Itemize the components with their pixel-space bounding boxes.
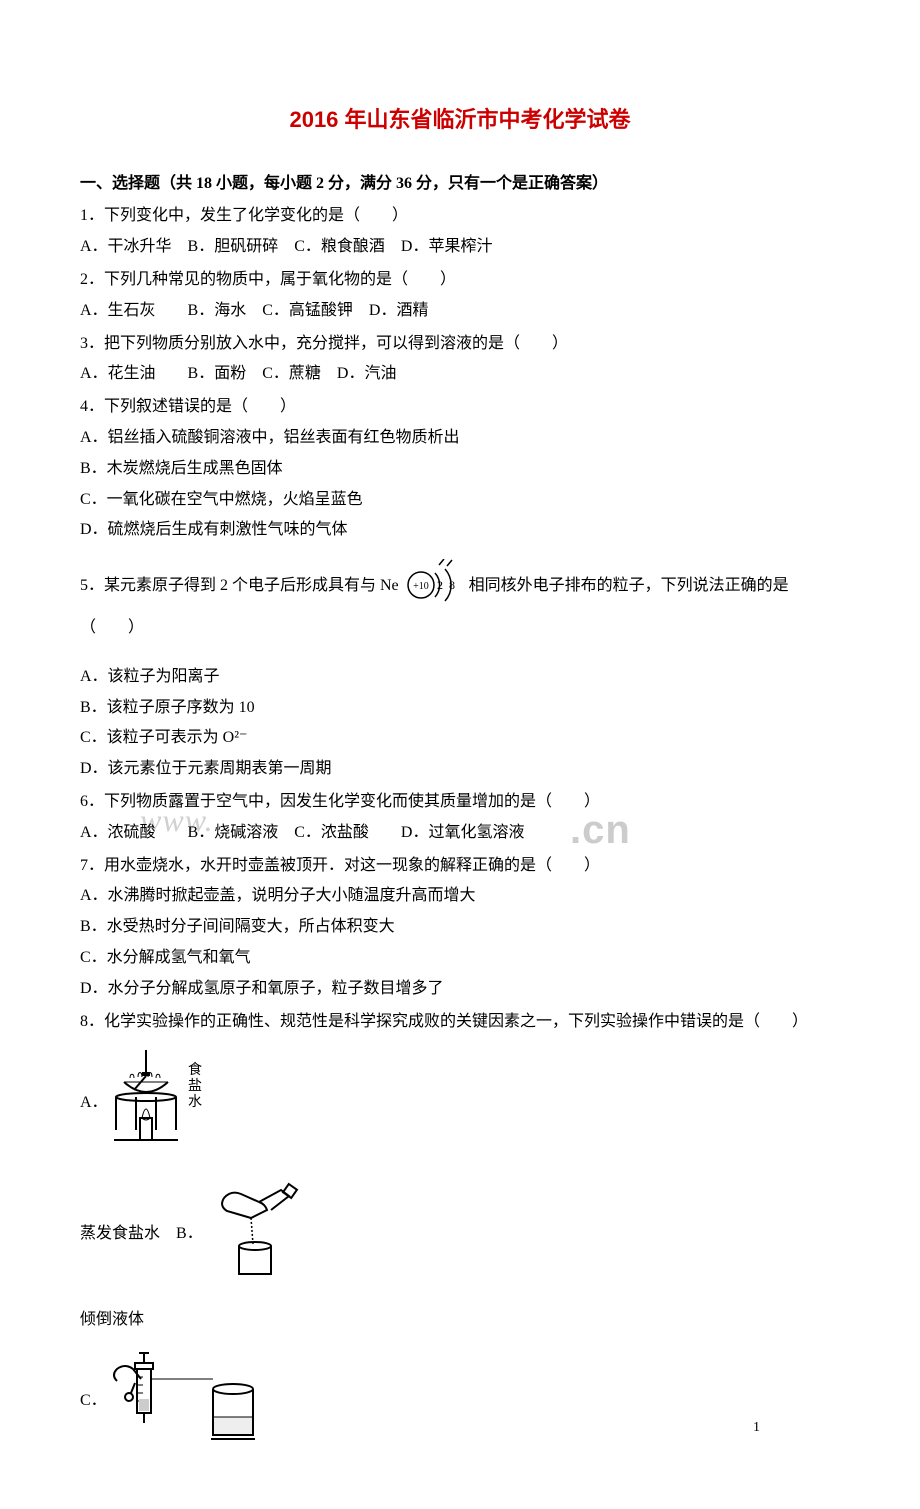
q8-option-A: A． bbox=[80, 1044, 840, 1162]
q7-optB: B．水受热时分子间间隔变大，所占体积变大 bbox=[80, 913, 840, 942]
q4-optA: A．铝丝插入硫酸铜溶液中，铝丝表面有红色物质析出 bbox=[80, 424, 840, 453]
q7-stem: 7．用水壶烧水，水开时壶盖被顶开．对这一现象的解释正确的是（ ） bbox=[80, 852, 840, 881]
question-8: 8．化学实验操作的正确性、规范性是科学探究成败的关键因素之一，下列实验操作中错误… bbox=[80, 1008, 840, 1461]
q5-stem-pre: 5．某元素原子得到 2 个电子后形成具有与 Ne bbox=[80, 577, 399, 594]
pouring-liquid-diagram bbox=[209, 1176, 309, 1292]
q4-optC: C．一氧化碳在空气中燃烧，火焰呈蓝色 bbox=[80, 486, 840, 515]
q7-optA: A．水沸腾时掀起壶盖，说明分子大小随温度升高而增大 bbox=[80, 882, 840, 911]
q6-options: A．浓硫酸 B．烧碱溶液 C．浓盐酸 D．过氧化氢溶液 bbox=[80, 819, 840, 848]
question-5: 5．某元素原子得到 2 个电子后形成具有与 Ne +10 2 8 相同核外电子排… bbox=[80, 559, 840, 784]
title-text: 2016 年山东省临沂市中考化学试卷 bbox=[289, 107, 630, 132]
q6-stem: 6．下列物质露置于空气中，因发生化学变化而使其质量增加的是（ ） bbox=[80, 788, 840, 817]
q5-optA: A．该粒子为阳离子 bbox=[80, 663, 840, 692]
exam-title: 2016 年山东省临沂市中考化学试卷 bbox=[80, 100, 840, 140]
q2-stem: 2．下列几种常见的物质中，属于氧化物的是（ ） bbox=[80, 266, 840, 295]
evap-label-2: 盐 bbox=[188, 1078, 202, 1094]
q5-stem: 5．某元素原子得到 2 个电子后形成具有与 Ne +10 2 8 相同核外电子排… bbox=[80, 559, 840, 643]
question-3: 3．把下列物质分别放入水中，充分搅拌，可以得到溶液的是（ ） A．花生油 B．面… bbox=[80, 330, 840, 390]
evap-svg: 食 盐 水 bbox=[114, 1050, 214, 1145]
syringe-svg bbox=[113, 1349, 263, 1444]
q8-optA-caption: 蒸发食盐水 bbox=[80, 1220, 160, 1249]
q3-stem: 3．把下列物质分别放入水中，充分搅拌，可以得到溶液的是（ ） bbox=[80, 330, 840, 359]
evap-label-3: 水 bbox=[188, 1094, 202, 1110]
neon-shell1: 2 bbox=[437, 578, 443, 592]
q8-optB-label: B． bbox=[176, 1220, 203, 1249]
q1-stem: 1．下列变化中，发生了化学变化的是（ ） bbox=[80, 202, 840, 231]
q3-options: A．花生油 B．面粉 C．蔗糖 D．汽油 bbox=[80, 360, 840, 389]
q1-options: A．干冰升华 B．胆矾研碎 C．粮食酿酒 D．苹果榨汁 bbox=[80, 233, 840, 262]
q4-optB: B．木炭燃烧后生成黑色固体 bbox=[80, 455, 840, 484]
q8-caption-A-row: 蒸发食盐水 B． bbox=[80, 1170, 840, 1298]
neon-center: +10 bbox=[413, 581, 429, 592]
q2-options: A．生石灰 B．海水 C．高锰酸钾 D．酒精 bbox=[80, 297, 840, 326]
q5-optB: B．该粒子原子序数为 10 bbox=[80, 694, 840, 723]
q5-optC: C．该粒子可表示为 O²⁻ bbox=[80, 724, 840, 753]
question-4: 4．下列叙述错误的是（ ） A．铝丝插入硫酸铜溶液中，铝丝表面有红色物质析出 B… bbox=[80, 393, 840, 545]
q7-optC: C．水分解成氢气和氧气 bbox=[80, 944, 840, 973]
q7-optD: D．水分子分解成氢原子和氧原子，粒子数目增多了 bbox=[80, 975, 840, 1004]
section-header: 一、选择题（共 18 小题，每小题 2 分，满分 36 分，只有一个是正确答案） bbox=[80, 170, 840, 199]
q4-stem: 4．下列叙述错误的是（ ） bbox=[80, 393, 840, 422]
q4-optD: D．硫燃烧后生成有刺激性气味的气体 bbox=[80, 516, 840, 545]
q8-optA-label: A． bbox=[80, 1089, 108, 1118]
evap-label-1: 食 bbox=[188, 1061, 202, 1078]
evaporating-dish-diagram: 食 盐 水 bbox=[114, 1050, 214, 1156]
question-6: 6．下列物质露置于空气中，因发生化学变化而使其质量增加的是（ ） A．浓硫酸 B… bbox=[80, 788, 840, 848]
page-number: 1 bbox=[753, 1415, 760, 1440]
neon-shell2: 8 bbox=[449, 578, 455, 592]
question-1: 1．下列变化中，发生了化学变化的是（ ） A．干冰升华 B．胆矾研碎 C．粮食酿… bbox=[80, 202, 840, 262]
neon-svg: +10 2 8 bbox=[405, 559, 463, 603]
q8-option-C: C． bbox=[80, 1343, 840, 1461]
q8-optC-label: C． bbox=[80, 1387, 107, 1416]
question-2: 2．下列几种常见的物质中，属于氧化物的是（ ） A．生石灰 B．海水 C．高锰酸… bbox=[80, 266, 840, 326]
neon-atom-diagram: +10 2 8 bbox=[405, 559, 463, 614]
pour-svg bbox=[209, 1176, 309, 1281]
syringe-beaker-diagram bbox=[113, 1349, 263, 1455]
q5-optD: D．该元素位于元素周期表第一周期 bbox=[80, 755, 840, 784]
q8-stem: 8．化学实验操作的正确性、规范性是科学探究成败的关键因素之一，下列实验操作中错误… bbox=[80, 1008, 840, 1037]
question-7: 7．用水壶烧水，水开时壶盖被顶开．对这一现象的解释正确的是（ ） A．水沸腾时掀… bbox=[80, 852, 840, 1004]
q8-optB-caption: 倾倒液体 bbox=[80, 1306, 840, 1335]
